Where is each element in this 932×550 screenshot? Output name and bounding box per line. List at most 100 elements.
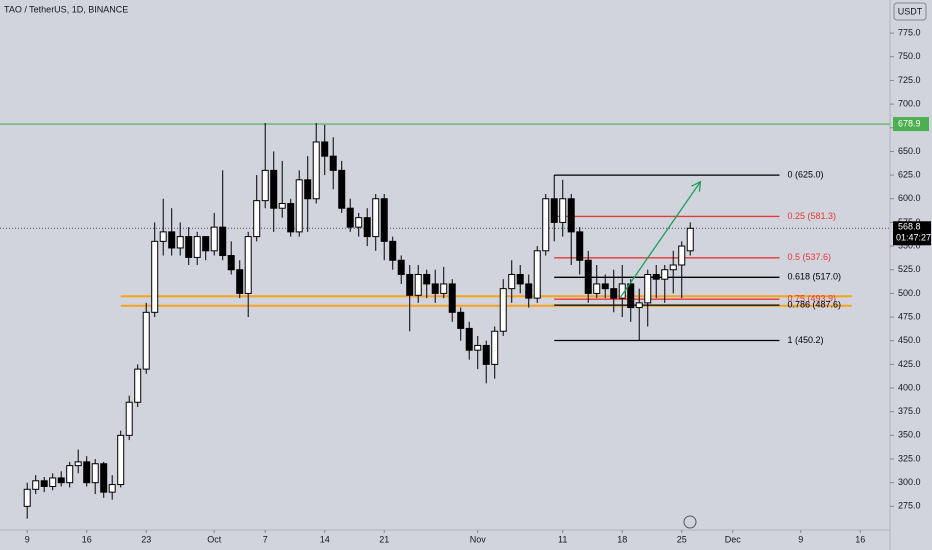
x-tick-label: 16	[82, 534, 92, 544]
y-tick-label: 300.0	[898, 477, 921, 487]
y-tick-label: 450.0	[898, 335, 921, 345]
x-tick-label: 25	[677, 534, 687, 544]
candle-body	[168, 231, 176, 249]
last-price-box	[893, 221, 931, 246]
fib-label: 0.25 (581.3)	[787, 211, 836, 221]
hline-label-box	[893, 117, 929, 132]
y-tick-label: 275.0	[898, 501, 921, 511]
candle-body	[576, 231, 584, 261]
currency-box[interactable]	[893, 2, 927, 21]
candle-body	[516, 273, 524, 285]
candle-body	[219, 226, 227, 257]
candle-body	[491, 330, 499, 365]
x-tick-label: 18	[617, 534, 627, 544]
candle-body	[567, 198, 575, 233]
candle-body	[457, 311, 465, 329]
candle-body	[66, 465, 74, 484]
y-tick-label: 600.0	[898, 193, 921, 203]
candle-body	[397, 259, 405, 275]
countdown: 01:47:27	[896, 233, 931, 243]
y-tick-label: 500.0	[898, 288, 921, 298]
candle-body	[686, 227, 694, 252]
candle-body	[125, 401, 133, 436]
x-tick-label: 9	[798, 534, 803, 544]
candle-body	[57, 477, 65, 484]
candle-body	[329, 155, 337, 171]
candle-body	[508, 273, 516, 290]
chart-title: TAO / TetherUS, 1D, BINANCE	[4, 4, 128, 14]
candle-body	[185, 236, 193, 258]
x-tick-label: 23	[141, 534, 151, 544]
fib-label: 0.5 (537.6)	[787, 252, 831, 262]
candle-body	[100, 463, 108, 493]
arrow-line	[620, 181, 701, 298]
candle-body	[474, 344, 482, 351]
y-tick-label: 350.0	[898, 430, 921, 440]
y-tick-label: 325.0	[898, 453, 921, 463]
candle-body	[83, 461, 91, 484]
candle-body	[151, 240, 159, 313]
candle-body	[525, 283, 533, 299]
candle-body	[346, 207, 354, 228]
x-tick-label: Nov	[470, 534, 487, 544]
candle-body	[644, 273, 652, 304]
x-tick-label: 9	[25, 534, 30, 544]
candle-body	[533, 250, 541, 299]
y-tick-label: 375.0	[898, 406, 921, 416]
candle-body	[23, 488, 31, 507]
candle-body	[236, 269, 244, 294]
candle-body	[482, 344, 490, 365]
candle-body	[584, 259, 592, 294]
y-tick-label: 550.0	[898, 240, 921, 250]
candle-body	[542, 198, 550, 252]
candle-body	[601, 283, 609, 290]
y-tick-label: 750.0	[898, 51, 921, 61]
candle-body	[134, 368, 142, 403]
y-tick-label: 775.0	[898, 28, 921, 38]
candle-body	[40, 480, 48, 487]
candle-body	[49, 477, 57, 487]
candle-body	[210, 226, 218, 252]
candle-body	[380, 198, 388, 242]
candle-body	[193, 236, 201, 258]
y-tick-label: 475.0	[898, 311, 921, 321]
fib-label: 0.618 (517.0)	[787, 272, 841, 282]
candle-body	[74, 461, 82, 467]
candle-body	[499, 288, 507, 332]
x-tick-label: 11	[558, 534, 567, 544]
candle-body	[108, 484, 116, 493]
candle-body	[559, 198, 567, 223]
candle-body	[465, 327, 473, 351]
fib-label: 0.786 (487.6)	[787, 300, 841, 310]
candle-body	[244, 236, 252, 294]
x-tick-label: Oct	[207, 534, 222, 544]
x-tick-label: 21	[379, 534, 389, 544]
icon[interactable]	[683, 515, 697, 529]
candle-body	[423, 273, 431, 285]
hline-label: 678.9	[898, 118, 921, 128]
candle-body	[176, 236, 184, 249]
candle-body	[270, 169, 278, 209]
candle-body	[91, 463, 99, 484]
candle-body	[440, 283, 448, 294]
fib-label: 0.75 (493.9)	[787, 294, 836, 304]
candle-body	[593, 283, 601, 294]
candle-body	[261, 169, 269, 202]
candle-body	[372, 198, 380, 238]
candle-body	[661, 269, 669, 280]
candle-body	[678, 245, 686, 266]
x-tick-label: Dec	[725, 534, 742, 544]
last-price-label: 568.8	[898, 222, 921, 232]
candle-body	[338, 169, 346, 209]
candle-body	[142, 311, 150, 370]
candle-body	[406, 273, 414, 296]
candle-body	[627, 283, 635, 309]
candle-body	[431, 283, 439, 294]
y-tick-label: 725.0	[898, 75, 921, 85]
y-tick-label: 625.0	[898, 169, 921, 179]
candle-body	[159, 231, 167, 242]
candle-body	[414, 273, 422, 296]
y-tick-label: 650.0	[898, 146, 921, 156]
candle-body	[304, 179, 312, 200]
arrow-head	[691, 180, 702, 192]
